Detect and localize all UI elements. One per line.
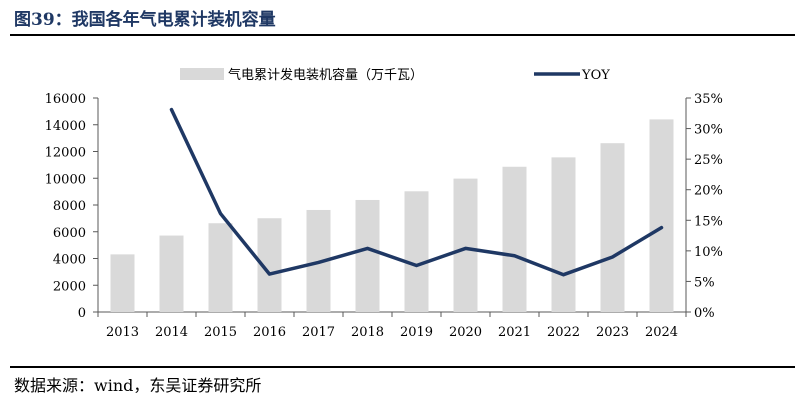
bar [502, 166, 527, 312]
bar [159, 235, 184, 312]
x-tick-label: 2017 [302, 325, 335, 340]
legend-line-label: YOY [581, 68, 610, 83]
y-right-tick-label: 25% [694, 153, 723, 168]
bar [551, 157, 576, 312]
source-rule [10, 366, 795, 368]
y-left-tick-label: 4000 [53, 253, 86, 268]
tick-labels: 0 2000 4000 6000 8000 10000 12000 14000 16000 0% 5… [45, 92, 723, 340]
y-right-tick-label: 5% [694, 275, 715, 290]
y-right-tick-label: 10% [694, 245, 723, 260]
y-right-tick-label: 15% [694, 214, 723, 229]
legend-bar-swatch [180, 68, 224, 80]
yoy-series [169, 107, 664, 277]
y-left-tick-label: 6000 [53, 226, 86, 241]
y-left-tick-label: 0 [78, 306, 86, 321]
source-note: 数据来源：wind，东吴证券研究所 [14, 376, 262, 395]
y-right-tick-label: 0% [694, 306, 715, 321]
bar [453, 178, 478, 312]
y-left-tick-label: 16000 [45, 92, 86, 107]
x-tick-label: 2019 [400, 325, 433, 340]
y-left-tick-label: 10000 [45, 172, 86, 187]
bar [208, 223, 233, 312]
bar [404, 191, 429, 312]
x-tick-label: 2023 [596, 325, 629, 340]
y-left-tick-label: 14000 [45, 119, 86, 134]
y-left-tick-label: 8000 [53, 199, 86, 214]
x-tick-label: 2022 [547, 325, 580, 340]
bar [355, 199, 380, 312]
x-tick-label: 2016 [253, 325, 286, 340]
legend-bar-label: 气电累计发电装机容量（万千瓦） [228, 67, 423, 83]
axes [93, 97, 691, 317]
y-left-tick-label: 2000 [53, 279, 86, 294]
x-tick-label: 2013 [106, 325, 139, 340]
x-tick-label: 2020 [449, 325, 482, 340]
x-tick-label: 2015 [204, 325, 237, 340]
y-right-tick-label: 30% [694, 123, 723, 138]
y-right-tick-label: 20% [694, 184, 723, 199]
bar-series [110, 119, 674, 313]
x-tick-label: 2018 [351, 325, 384, 340]
title-rule [10, 34, 795, 36]
bar [649, 119, 674, 313]
figure-title: 图39：我国各年气电累计装机容量 [14, 10, 276, 30]
y-right-tick-label: 35% [694, 92, 723, 107]
bar [110, 254, 135, 312]
legend: 气电累计发电装机容量（万千瓦） YOY [180, 67, 610, 83]
bar [600, 143, 625, 312]
combo-chart: 气电累计发电装机容量（万千瓦） YOY 0 2000 4000 6000 8000 100… [45, 67, 723, 340]
x-tick-label: 2021 [498, 325, 531, 340]
x-tick-label: 2024 [645, 325, 678, 340]
x-tick-label: 2014 [155, 325, 188, 340]
y-left-tick-label: 12000 [45, 146, 86, 161]
